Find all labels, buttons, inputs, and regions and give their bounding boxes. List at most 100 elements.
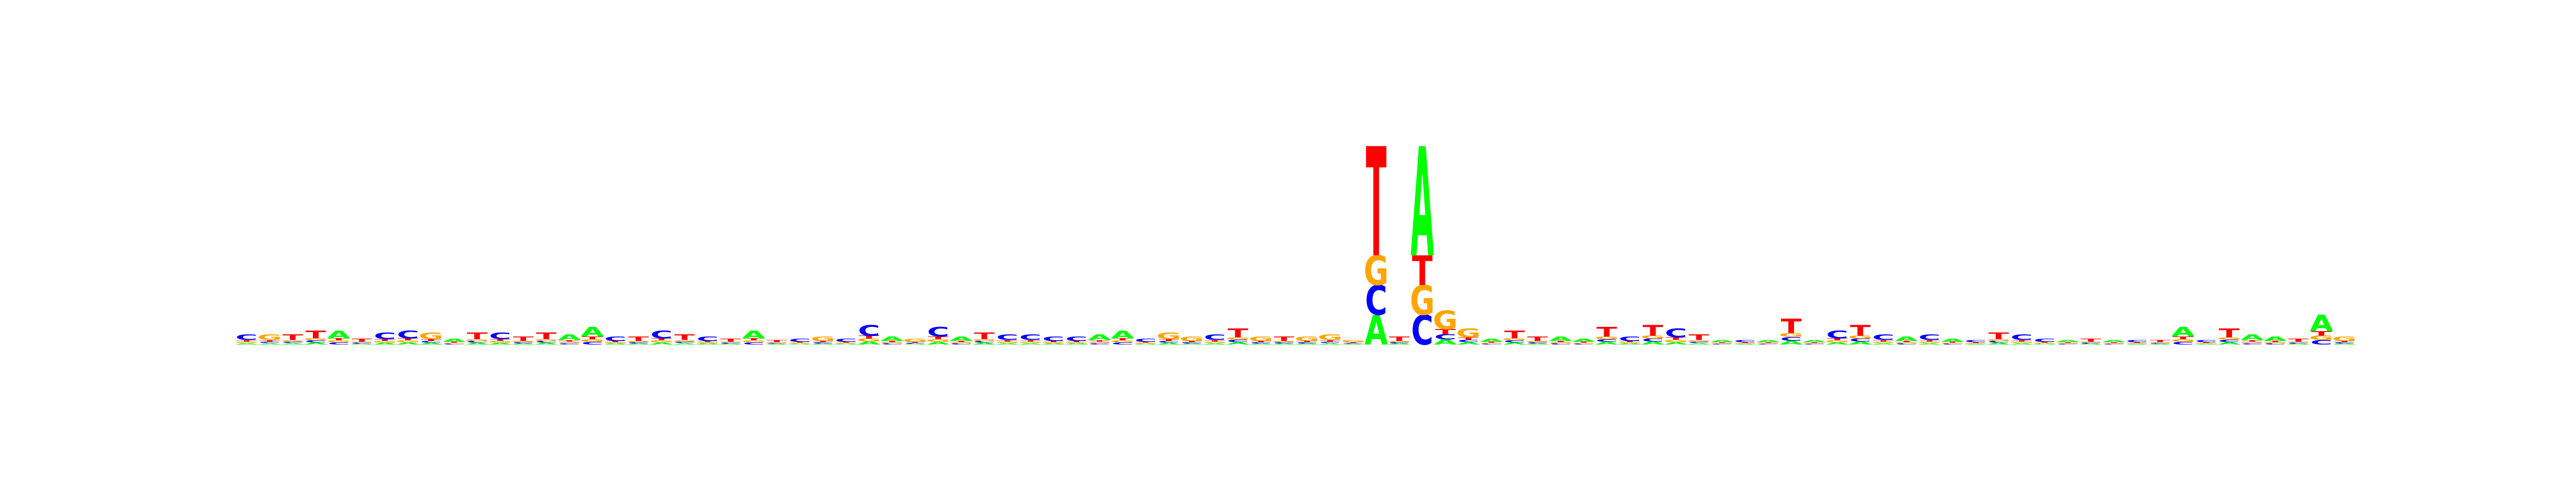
- logo-letter-c: C: [835, 338, 857, 343]
- logo-letter-t: T: [1620, 341, 1641, 342]
- logo-letter-t: T: [1942, 342, 1964, 343]
- logo-letter-c: C: [881, 343, 903, 345]
- logo-letter-a: A: [258, 343, 282, 345]
- logo-letter-g: G: [2240, 341, 2265, 343]
- logo-letter-t: T: [1643, 322, 1664, 339]
- logo-letter-c: C: [697, 335, 719, 342]
- logo-letter-c: C: [466, 341, 488, 343]
- logo-letter-t: T: [1113, 338, 1133, 341]
- logo-letter-c: C: [2103, 343, 2125, 345]
- logo-letter-a: A: [2056, 339, 2080, 342]
- logo-letter-g: G: [1225, 337, 1250, 341]
- logo-letter-a: A: [396, 342, 420, 345]
- logo-letter-a: A: [903, 343, 927, 345]
- logo-letter-a: A: [1088, 333, 1111, 342]
- logo-letter-a: A: [604, 343, 627, 345]
- logo-letter-g: G: [926, 339, 950, 343]
- logo-letter-c: C: [858, 322, 880, 339]
- logo-letter-c: C: [1849, 338, 1871, 343]
- logo-letter-t: T: [1250, 341, 1272, 342]
- logo-letter-g: G: [1271, 341, 1296, 342]
- logo-letter-c: C: [1435, 333, 1457, 341]
- logo-letter-t: T: [1343, 342, 1364, 343]
- logo-letter-t: T: [1850, 322, 1871, 339]
- logo-letter-c: C: [1204, 333, 1226, 342]
- logo-letter-t: T: [1389, 335, 1410, 342]
- logo-letter-t: T: [2334, 341, 2355, 342]
- logo-letter-c: C: [2264, 343, 2286, 345]
- logo-letter-g: G: [2263, 342, 2287, 343]
- logo-letter-a: A: [535, 342, 558, 345]
- logo-letter-g: G: [1041, 342, 1066, 343]
- logo-letter-t: T: [1366, 117, 1387, 291]
- logo-letter-g: G: [1157, 331, 1181, 341]
- logo-letter-g: G: [2032, 342, 2057, 344]
- logo-letter-t: T: [2311, 330, 2332, 337]
- logo-letter-t: T: [1804, 342, 1825, 343]
- logo-letter-a: A: [765, 343, 789, 345]
- logo-letter-a: A: [1826, 342, 1849, 345]
- logo-letter-a: A: [442, 338, 466, 343]
- logo-letter-g: G: [2171, 339, 2196, 343]
- logo-letter-a: A: [1226, 342, 1250, 346]
- logo-letter-c: C: [259, 341, 281, 343]
- logo-letter-t: T: [1043, 341, 1065, 342]
- logo-letter-g: G: [1664, 339, 1688, 343]
- logo-letter-c: C: [328, 342, 350, 345]
- logo-letter-a: A: [1572, 338, 1596, 343]
- logo-letter-t: T: [1320, 340, 1341, 342]
- logo-letter-c: C: [1457, 339, 1479, 343]
- logo-letter-g: G: [1641, 335, 1665, 340]
- logo-letter-t: T: [1481, 342, 1503, 343]
- logo-letter-g: G: [741, 340, 766, 343]
- logo-letter-c: C: [1596, 339, 1618, 343]
- logo-letter-c: C: [1019, 333, 1041, 342]
- logo-letter-a: A: [1134, 343, 1158, 345]
- logo-letter-g: G: [1018, 341, 1043, 343]
- logo-letter-a: A: [1203, 343, 1227, 345]
- logo-letter-g: G: [557, 341, 582, 343]
- logo-letter-t: T: [813, 341, 834, 342]
- logo-letter-t: T: [398, 338, 419, 341]
- logo-letter-c: C: [1181, 342, 1203, 343]
- logo-letter-t: T: [1550, 341, 1572, 342]
- logo-letter-t: T: [859, 335, 880, 340]
- logo-letter-g: G: [1732, 343, 1757, 344]
- logo-letter-g: G: [787, 342, 812, 344]
- logo-letter-t: T: [2150, 339, 2171, 342]
- logo-letter-a: A: [2171, 324, 2195, 340]
- logo-letter-t: T: [1666, 337, 1687, 341]
- logo-letter-c: C: [904, 342, 926, 344]
- logo-letter-c: C: [650, 328, 672, 341]
- logo-letter-g: G: [695, 342, 720, 343]
- logo-letter-t: T: [1020, 340, 1042, 342]
- logo-letter-c: C: [2033, 338, 2055, 343]
- logo-letter-a: A: [304, 342, 328, 345]
- logo-letter-t: T: [1412, 247, 1433, 295]
- logo-letter-t: T: [259, 340, 281, 342]
- logo-letter-c: C: [2057, 343, 2079, 345]
- logo-letter-c: C: [1065, 335, 1087, 342]
- logo-letter-t: T: [2265, 341, 2286, 342]
- logo-letter-a: A: [835, 343, 858, 345]
- logo-letter-a: A: [949, 335, 973, 342]
- logo-letter-a: A: [1549, 335, 1572, 342]
- logo-letter-t: T: [605, 341, 627, 342]
- logo-letter-g: G: [1687, 340, 1711, 342]
- logo-letter-t: T: [582, 336, 603, 340]
- logo-letter-a: A: [2125, 343, 2149, 345]
- logo-letter-c: C: [627, 342, 649, 343]
- logo-letter-g: G: [1963, 343, 1988, 344]
- logo-letter-g: G: [626, 341, 651, 342]
- logo-letter-a: A: [1894, 335, 1918, 342]
- logo-letter-g: G: [1294, 335, 1319, 342]
- logo-letter-c: C: [1411, 307, 1433, 355]
- logo-letter-c: C: [2080, 342, 2102, 344]
- logo-letter-c: C: [512, 342, 534, 343]
- logo-letter-c: C: [2195, 339, 2217, 342]
- logo-letter-a: A: [2033, 343, 2057, 345]
- logo-letter-g: G: [2309, 334, 2333, 341]
- logo-letter-t: T: [2288, 338, 2309, 343]
- logo-letter-a: A: [742, 328, 766, 341]
